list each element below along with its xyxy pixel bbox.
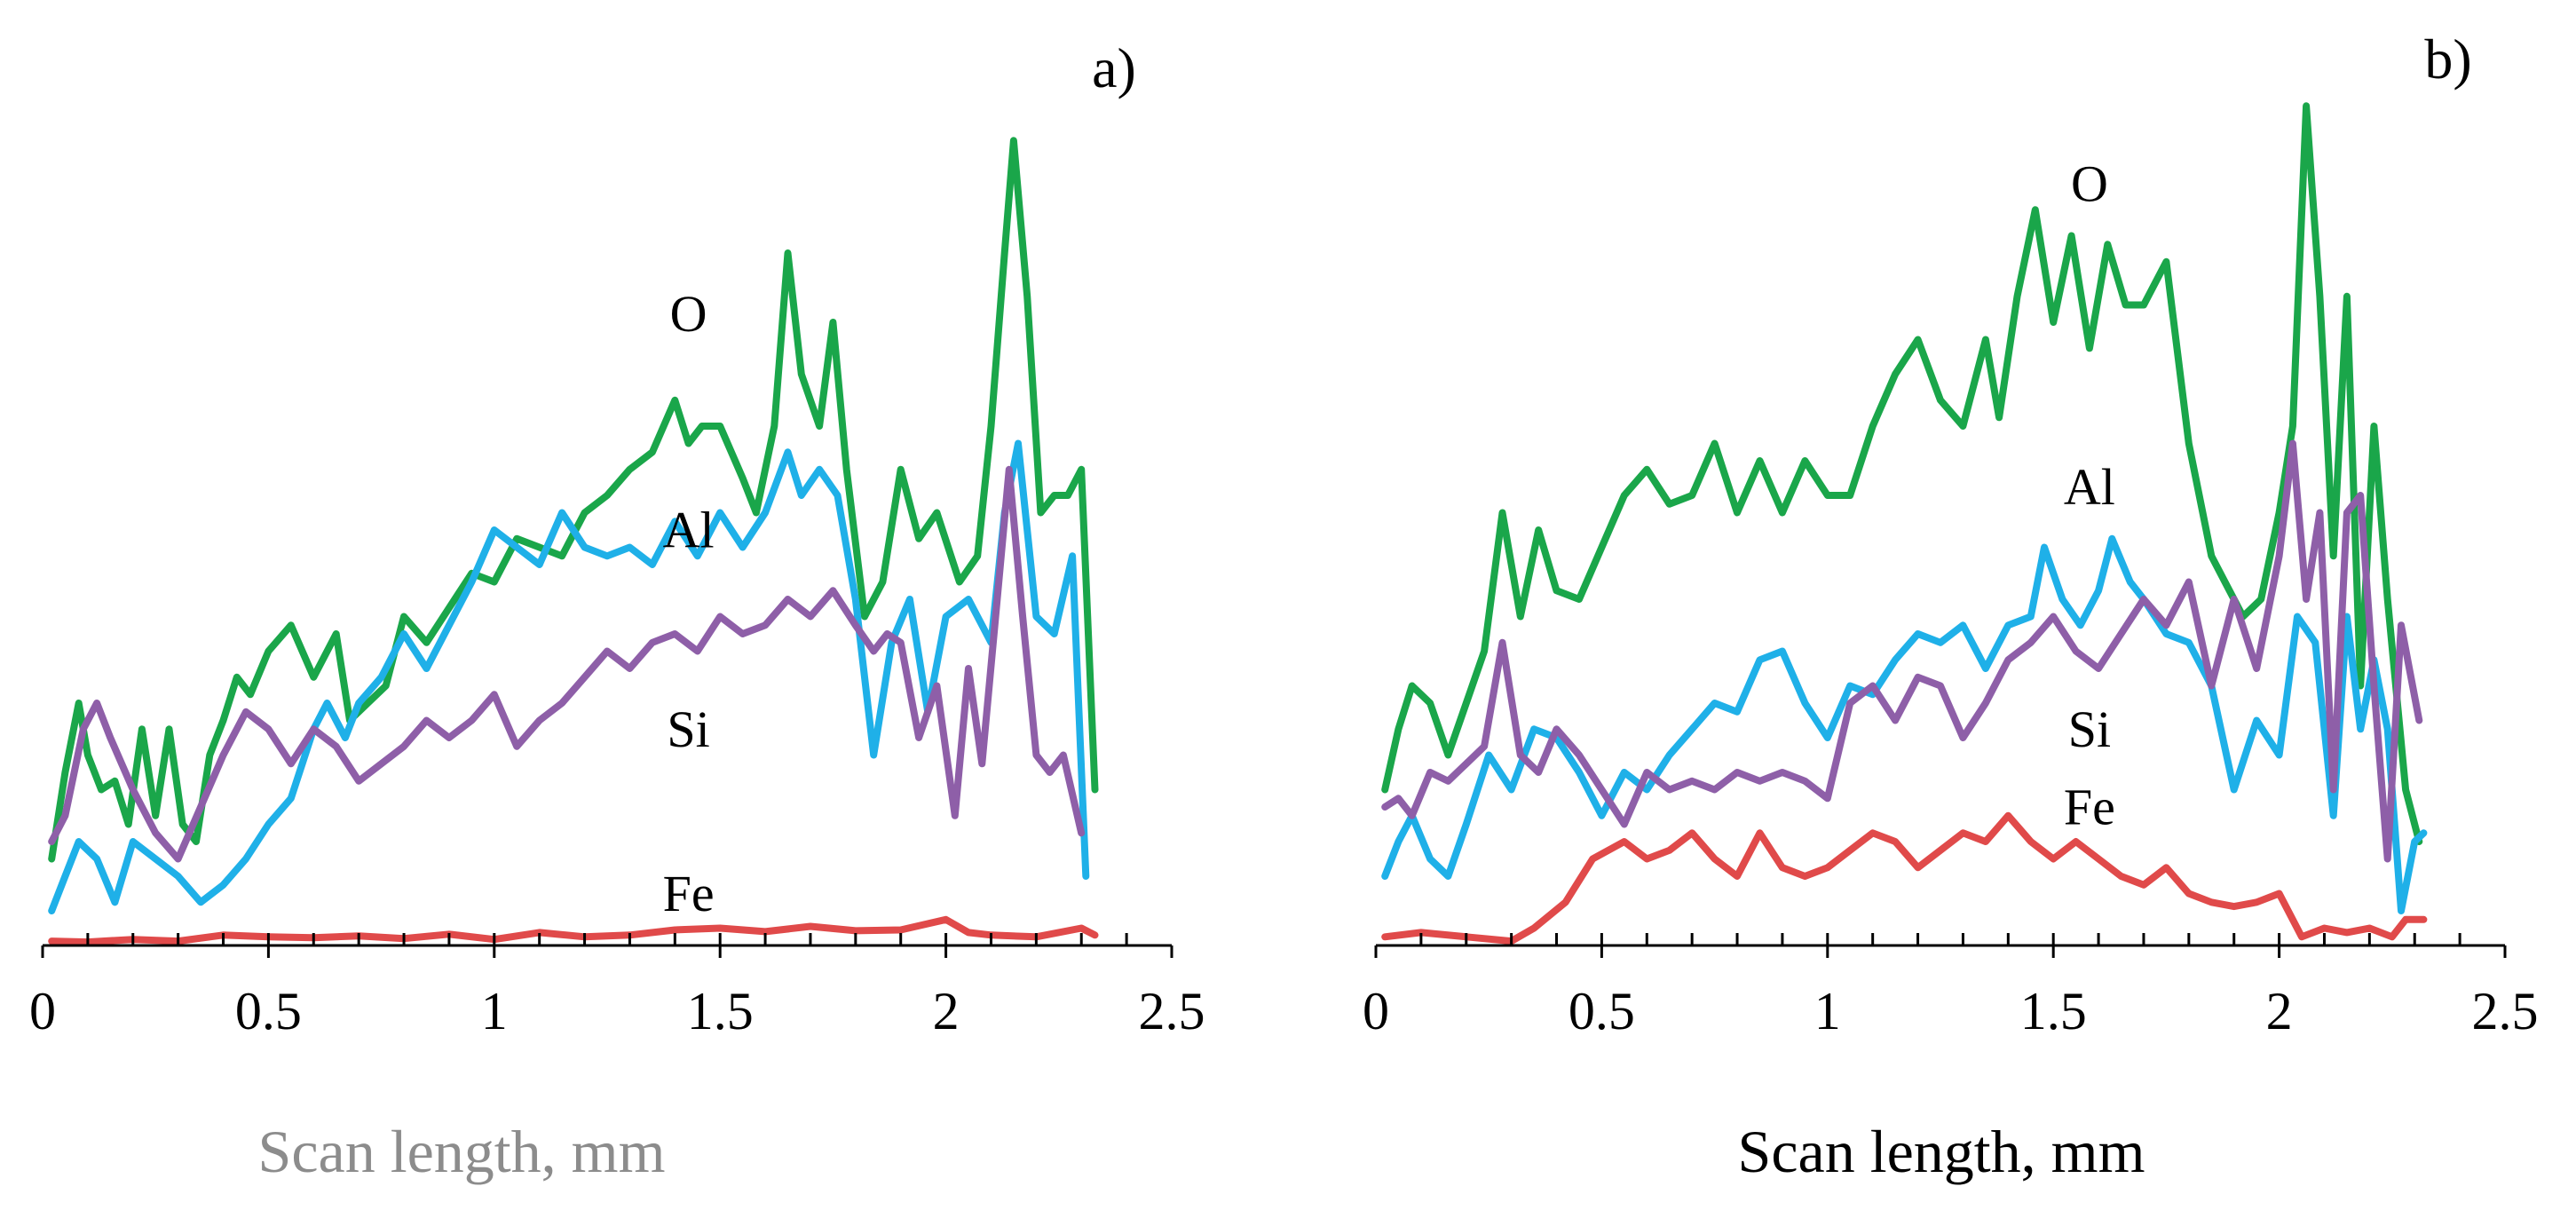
panel-a-series-fe-line <box>48 915 1099 946</box>
panel-b-x-axis-title: Scan length, mm <box>1738 1118 2145 1185</box>
panel-a-x-tick-label: 1 <box>481 982 508 1040</box>
panel-b-label-fe: Fe <box>2064 779 2115 836</box>
panel-b-label-o: O <box>2071 155 2108 213</box>
panel-a-label: a) <box>1092 36 1136 99</box>
panel-b-x-tick-label: 0 <box>1363 982 1389 1040</box>
panel-b-ticks <box>1374 933 2507 958</box>
panel-b-series-o-line <box>1381 102 2423 845</box>
panel-b: 0 0.5 1 1.5 2 2.5 O Al Si Fe b) Scan length, mm <box>1363 28 2539 1185</box>
panel-a-x-axis-title: Scan length, mm <box>258 1118 666 1185</box>
panel-b-x-tick-label: 1.5 <box>2020 982 2087 1040</box>
panel-a-series-o-line <box>48 137 1099 863</box>
panel-a-ticks <box>41 933 1173 958</box>
panel-b-series-si-line <box>1381 439 2423 863</box>
panel-a-x-tick-label: 2 <box>933 982 960 1040</box>
panel-a-x-tick-label: 1.5 <box>687 982 754 1040</box>
panel-a-label-si: Si <box>667 700 709 758</box>
panel-a-series-al-line <box>48 439 1090 914</box>
panel-b-series-fe-line <box>1381 811 2428 945</box>
panel-a-label-al: Al <box>663 502 715 559</box>
panel-a-label-fe: Fe <box>663 865 715 922</box>
panel-a-series-group <box>48 137 1099 946</box>
panel-b-x-tick-label: 0.5 <box>1569 982 1635 1040</box>
panel-b-label: b) <box>2424 28 2471 91</box>
panel-a-x-tick-label: 0 <box>29 982 56 1040</box>
panel-b-tick-labels: 0 0.5 1 1.5 2 2.5 <box>1363 982 2539 1040</box>
panel-b-x-tick-label: 2 <box>2266 982 2293 1040</box>
panel-b-series-group <box>1381 102 2428 945</box>
panel-a-tick-labels: 0 0.5 1 1.5 2 2.5 <box>29 982 1205 1040</box>
panel-b-x-tick-label: 2.5 <box>2472 982 2539 1040</box>
panel-b-label-al: Al <box>2064 458 2115 516</box>
panel-a-series-si-line <box>48 465 1086 863</box>
panel-a: 0 0.5 1 1.5 2 2.5 O Al Si Fe a) Scan length, mm <box>29 36 1205 1185</box>
panel-b-series-labels: O Al Si Fe <box>2064 155 2115 836</box>
panel-a-x-tick-label: 0.5 <box>235 982 302 1040</box>
panel-b-x-tick-label: 1 <box>1814 982 1841 1040</box>
panel-a-series-labels: O Al Si Fe <box>663 285 715 922</box>
panel-b-label-si: Si <box>2068 700 2111 758</box>
panel-a-label-o: O <box>670 285 707 343</box>
panel-a-x-tick-label: 2.5 <box>1139 982 1205 1040</box>
